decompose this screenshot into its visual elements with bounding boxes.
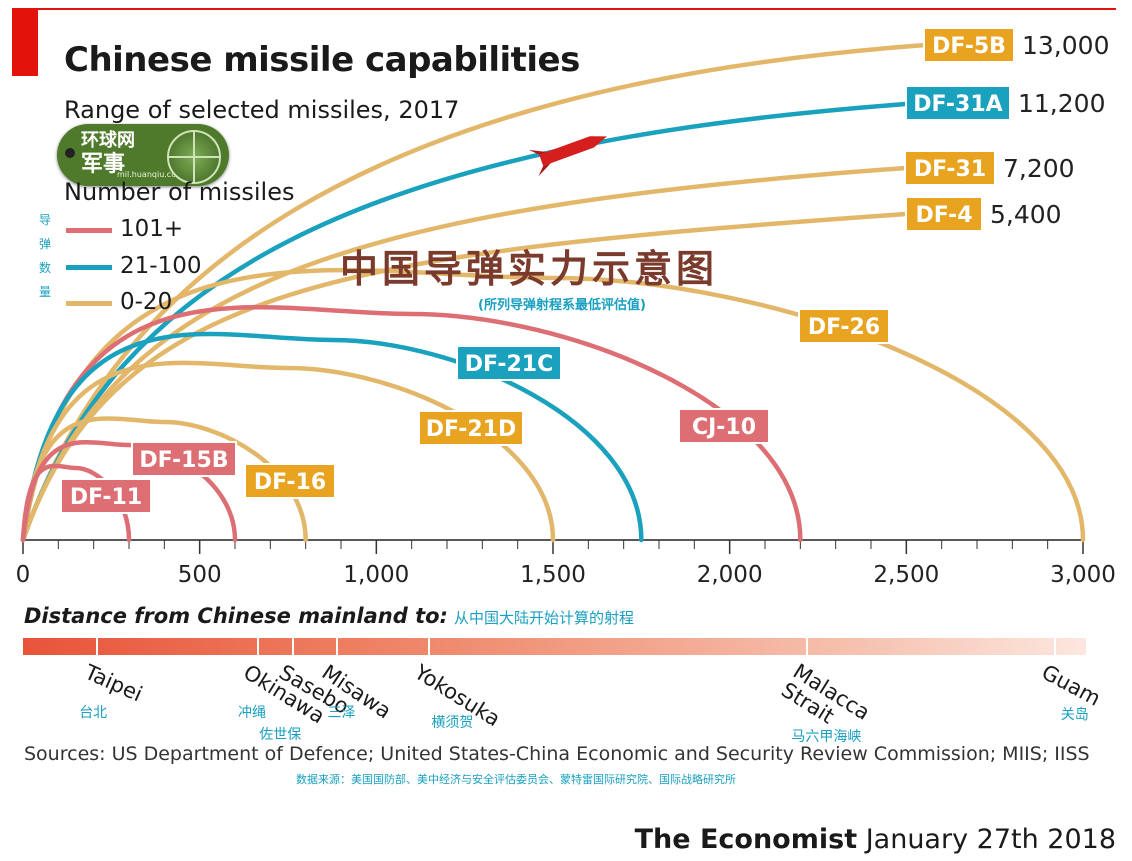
distance-marker [1053, 638, 1056, 655]
x-tick-label: 1,500 [520, 562, 586, 588]
place-label-cn: 三泽 [327, 705, 356, 721]
place-label-cn: 横须贺 [431, 715, 474, 731]
range-label-df-31a: 11,200 [1018, 89, 1105, 118]
label-df-31: DF-31 [914, 157, 986, 182]
rocket-icon [528, 136, 607, 177]
label-df-26: DF-26 [808, 315, 880, 340]
arc-df-26 [20, 267, 1086, 543]
label-box-cj-10 [678, 408, 770, 444]
arc-df-4 [20, 210, 923, 543]
label-box-df-31 [904, 150, 996, 186]
distance-marker [806, 638, 809, 655]
legend-swatch [66, 265, 112, 270]
label-box-df-11 [60, 478, 152, 514]
logo-line1: 环球网 [81, 130, 135, 151]
label-df-15b: DF-15B [139, 448, 228, 473]
label-box-df-21c [456, 345, 562, 381]
legend-label: 0-20 [120, 289, 173, 315]
range-label-df-31: 7,200 [1003, 154, 1075, 183]
label-df-11: DF-11 [70, 485, 142, 510]
legend-swatch [66, 228, 112, 233]
label-df-5b: DF-5B [932, 34, 1006, 59]
place-label-cn: 台北 [79, 705, 108, 721]
arc-df-21c [20, 331, 644, 543]
x-axis: 0 500 1,000 1,500 2,000 2,500 3,000 [16, 539, 1116, 588]
place-label-cn: 冲绳 [237, 705, 266, 721]
chart-subtitle: Range of selected missiles, 2017 [64, 96, 460, 124]
logo-url: mil.huanqiu.com [117, 170, 184, 179]
publish-date: January 27th 2018 [865, 824, 1116, 855]
brand-name: The Economist [634, 824, 858, 855]
label-box-df-26 [798, 308, 890, 344]
x-tick-label: 3,000 [1050, 562, 1116, 588]
brand-credit: The Economist January 27th 2018 [635, 824, 1116, 855]
legend-swatch [66, 301, 112, 306]
sources-note-cn: 数据来源：美国国防部、美中经济与安全评估委员会、蒙特雷国际研究院、国际战略研究所 [296, 773, 736, 786]
distance-heading-en: Distance from Chinese mainland to: [24, 604, 448, 628]
place-label-cn: 马六甲海峡 [791, 729, 862, 745]
brand-red-tag [12, 8, 38, 76]
arc-layer [20, 41, 1086, 543]
logo-dot [65, 148, 75, 158]
x-tick-label: 2,500 [873, 562, 939, 588]
distance-marker [256, 638, 259, 655]
x-tick-label: 2,000 [697, 562, 763, 588]
legend-label: 21-100 [120, 253, 202, 279]
place-label-cn: 佐世保 [259, 727, 302, 743]
arc-df-21d [20, 360, 556, 543]
label-box-df-31a [905, 85, 1011, 121]
label-df-4: DF-4 [915, 203, 972, 228]
legend-title: Number of missiles [64, 178, 295, 206]
x-tick-label: 1,000 [343, 562, 409, 588]
label-box-df-21d [418, 410, 524, 446]
legend-label: 101+ [120, 216, 184, 242]
top-rule [12, 8, 1116, 10]
label-box-df-16 [244, 463, 336, 499]
x-tick-label: 0 [16, 562, 31, 588]
label-df-16: DF-16 [254, 470, 326, 495]
chart-title: Chinese missile capabilities [64, 40, 580, 80]
label-layer: DF-11 DF-15B DF-16 DF-21D DF-21C CJ-10 DF-26 DF… [60, 27, 1109, 514]
huanqiu-logo: 环球网 军事 mil.huanqiu.com [57, 124, 229, 186]
distance-heading-cn: 从中国大陆开始计算的射程 [453, 609, 634, 627]
arc-df-15b [20, 439, 238, 543]
range-label-df-5b: 13,000 [1022, 31, 1109, 60]
label-box-df-5b [923, 27, 1015, 63]
logo-line2: 军事 [81, 152, 126, 177]
globe-icon [167, 130, 221, 184]
range-label-df-4: 5,400 [990, 200, 1062, 229]
distance-marker [336, 638, 339, 655]
watermark-subtitle-cn: (所列导弹射程系最低评估值) [478, 298, 646, 313]
label-box-df-4 [905, 196, 983, 232]
distance-marker [292, 638, 295, 655]
label-cj-10: CJ-10 [692, 415, 756, 440]
label-box-df-15b [131, 441, 237, 477]
distance-heading: Distance from Chinese mainland to: 从中国大陆开… [24, 604, 634, 628]
distance-marker [428, 638, 431, 655]
legend-vertical-cn: 导弹数量 [38, 213, 51, 299]
watermark-title-cn: 中国导弹实力示意图 [340, 246, 719, 291]
label-df-21c: DF-21C [465, 352, 554, 377]
sources-note: Sources: US Department of Defence; Unite… [24, 743, 1090, 765]
distance-bar [23, 638, 1086, 655]
label-df-21d: DF-21D [426, 417, 517, 442]
x-tick-label: 500 [178, 562, 222, 588]
distance-marker [96, 638, 99, 655]
place-label-cn: 关岛 [1060, 707, 1089, 723]
label-df-31a: DF-31A [913, 92, 1002, 117]
